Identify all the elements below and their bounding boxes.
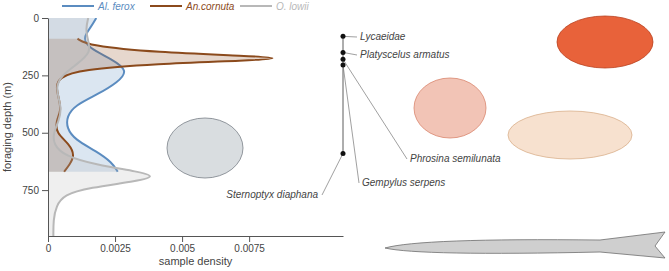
axis-line xyxy=(48,19,49,237)
illustration xyxy=(557,16,653,68)
illustration xyxy=(414,78,486,138)
tick: 0 xyxy=(46,236,52,254)
annotation-dot xyxy=(341,63,346,68)
legend-swatch xyxy=(150,5,182,7)
tick-label: 250 xyxy=(22,70,39,81)
tick: 0 xyxy=(33,13,48,24)
tick-label: 0 xyxy=(46,243,52,254)
illustration xyxy=(167,118,243,178)
legend-label: O. lowii xyxy=(276,1,310,12)
annotation-leader xyxy=(322,153,343,195)
axis-line xyxy=(49,236,344,237)
tick-mark xyxy=(42,75,48,76)
illustration xyxy=(508,111,632,159)
tick-mark xyxy=(249,236,250,242)
tick-label: 750 xyxy=(22,185,39,196)
annotation-label: Sternoptyx diaphana xyxy=(226,189,318,200)
x-axis: 0 0.0025 0.005 0.0075 xyxy=(46,236,344,254)
tick-label: 0 xyxy=(33,13,39,24)
density-line xyxy=(56,39,272,172)
annotation-label: Gempylus serpens xyxy=(362,177,445,188)
plot-area xyxy=(48,18,272,236)
tick: 0.0075 xyxy=(234,236,265,254)
density-line xyxy=(53,18,150,236)
annotation-label: Platyscelus armatus xyxy=(360,49,449,60)
legend-label: Al. ferox xyxy=(97,1,136,12)
annotation-label: Lycaeidae xyxy=(360,31,406,42)
tick: 750 xyxy=(22,185,48,196)
y-axis: 0 250 500 750 xyxy=(22,13,48,237)
illustration xyxy=(385,232,665,258)
annotation-dot xyxy=(341,151,346,156)
annotation-dot xyxy=(341,57,346,62)
tick-label: 0.0075 xyxy=(234,243,265,254)
tick-mark xyxy=(182,236,183,242)
tick-mark xyxy=(42,18,48,19)
tick-label: 0.0025 xyxy=(100,243,131,254)
x-axis-title: sample density xyxy=(159,255,233,267)
illustrations xyxy=(167,16,665,258)
annotation-label: Phrosina semilunata xyxy=(410,153,501,164)
y-axis-title: foraging depth (m) xyxy=(1,82,13,172)
chart: 0 0.0025 0.005 0.0075 0 250 500 750 sample densi… xyxy=(0,0,669,271)
tick-mark xyxy=(42,190,48,191)
tick-mark xyxy=(42,133,48,134)
tick: 250 xyxy=(22,70,48,81)
tick: 0.0025 xyxy=(100,236,131,254)
tick: 0.005 xyxy=(170,236,195,254)
tick-label: 500 xyxy=(22,127,39,138)
annotation-leader xyxy=(343,59,407,159)
density-area xyxy=(48,18,150,236)
legend-swatch xyxy=(240,5,272,7)
annotation-leader xyxy=(343,65,359,183)
tick: 500 xyxy=(22,127,48,138)
annotation-dot xyxy=(341,34,346,39)
tick-label: 0.005 xyxy=(170,243,195,254)
legend-label: An.cornuta xyxy=(185,1,235,12)
legend-swatch xyxy=(62,5,94,7)
annotation-dot xyxy=(341,50,346,55)
tick-mark xyxy=(48,236,49,242)
tick-mark xyxy=(115,236,116,242)
